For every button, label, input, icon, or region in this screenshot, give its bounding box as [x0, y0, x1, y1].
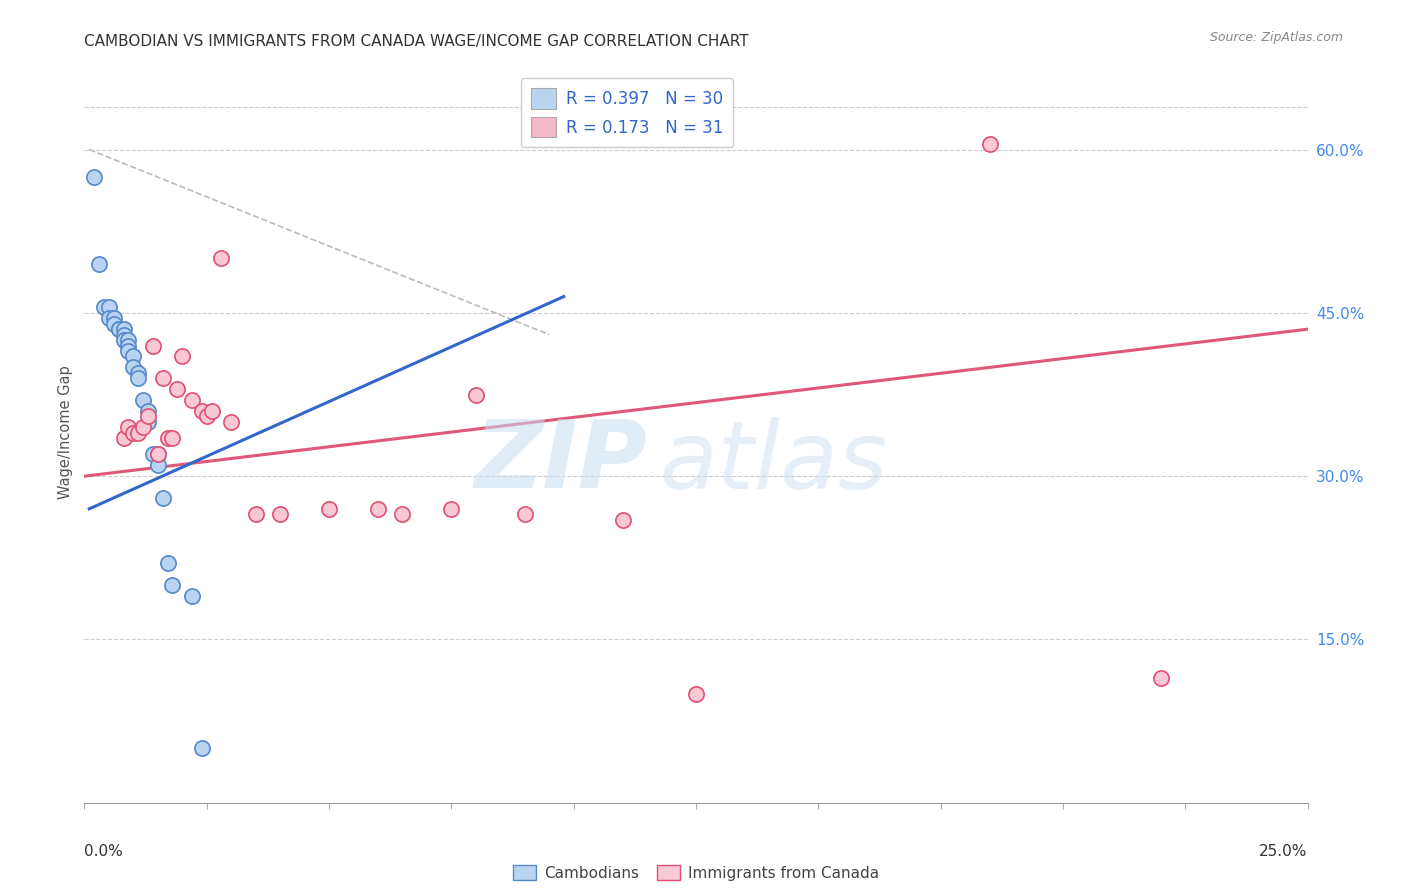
Point: [162, 431, 184, 445]
Point: [181, 589, 204, 603]
Point: [191, 404, 214, 418]
Point: [107, 322, 129, 336]
Text: Source: ZipAtlas.com: Source: ZipAtlas.com: [1209, 31, 1343, 45]
Point: [513, 508, 536, 522]
Point: [127, 425, 149, 440]
Point: [440, 501, 463, 516]
Point: [112, 333, 135, 347]
Point: [156, 431, 179, 445]
Point: [136, 415, 159, 429]
Point: [162, 578, 184, 592]
Point: [166, 382, 188, 396]
Point: [136, 409, 159, 424]
Point: [979, 137, 1001, 152]
Point: [146, 447, 169, 461]
Point: [83, 169, 105, 184]
Point: [132, 392, 155, 407]
Point: [127, 371, 149, 385]
Point: [97, 311, 120, 326]
Point: [142, 338, 165, 352]
Point: [612, 513, 634, 527]
Point: [269, 508, 291, 522]
Point: [112, 431, 135, 445]
Point: [209, 252, 232, 266]
Point: [1150, 671, 1173, 685]
Point: [117, 343, 139, 358]
Text: 25.0%: 25.0%: [1260, 844, 1308, 858]
Point: [152, 491, 174, 505]
Point: [245, 508, 267, 522]
Point: [685, 687, 707, 701]
Point: [172, 350, 194, 364]
Point: [103, 311, 125, 326]
Point: [117, 333, 139, 347]
Point: [117, 420, 139, 434]
Point: [117, 338, 139, 352]
Point: [112, 322, 135, 336]
Point: [122, 350, 145, 364]
Point: [391, 508, 413, 522]
Text: CAMBODIAN VS IMMIGRANTS FROM CANADA WAGE/INCOME GAP CORRELATION CHART: CAMBODIAN VS IMMIGRANTS FROM CANADA WAGE…: [84, 34, 749, 49]
Point: [367, 501, 389, 516]
Point: [107, 322, 129, 336]
Text: 0.0%: 0.0%: [84, 844, 124, 858]
Point: [142, 447, 165, 461]
Point: [146, 447, 169, 461]
Point: [146, 458, 169, 473]
Point: [195, 409, 218, 424]
Point: [132, 420, 155, 434]
Text: ZIP: ZIP: [474, 417, 647, 508]
Point: [127, 366, 149, 380]
Point: [156, 556, 179, 570]
Point: [181, 392, 204, 407]
Point: [93, 301, 115, 315]
Point: [103, 317, 125, 331]
Point: [87, 257, 110, 271]
Legend: Cambodians, Immigrants from Canada: Cambodians, Immigrants from Canada: [508, 859, 884, 887]
Point: [122, 360, 145, 375]
Point: [112, 327, 135, 342]
Point: [191, 741, 214, 756]
Point: [200, 404, 222, 418]
Point: [318, 501, 340, 516]
Point: [97, 301, 120, 315]
Y-axis label: Wage/Income Gap: Wage/Income Gap: [58, 366, 73, 500]
Point: [464, 387, 486, 401]
Text: atlas: atlas: [659, 417, 887, 508]
Point: [136, 404, 159, 418]
Point: [219, 415, 242, 429]
Point: [122, 425, 145, 440]
Point: [152, 371, 174, 385]
